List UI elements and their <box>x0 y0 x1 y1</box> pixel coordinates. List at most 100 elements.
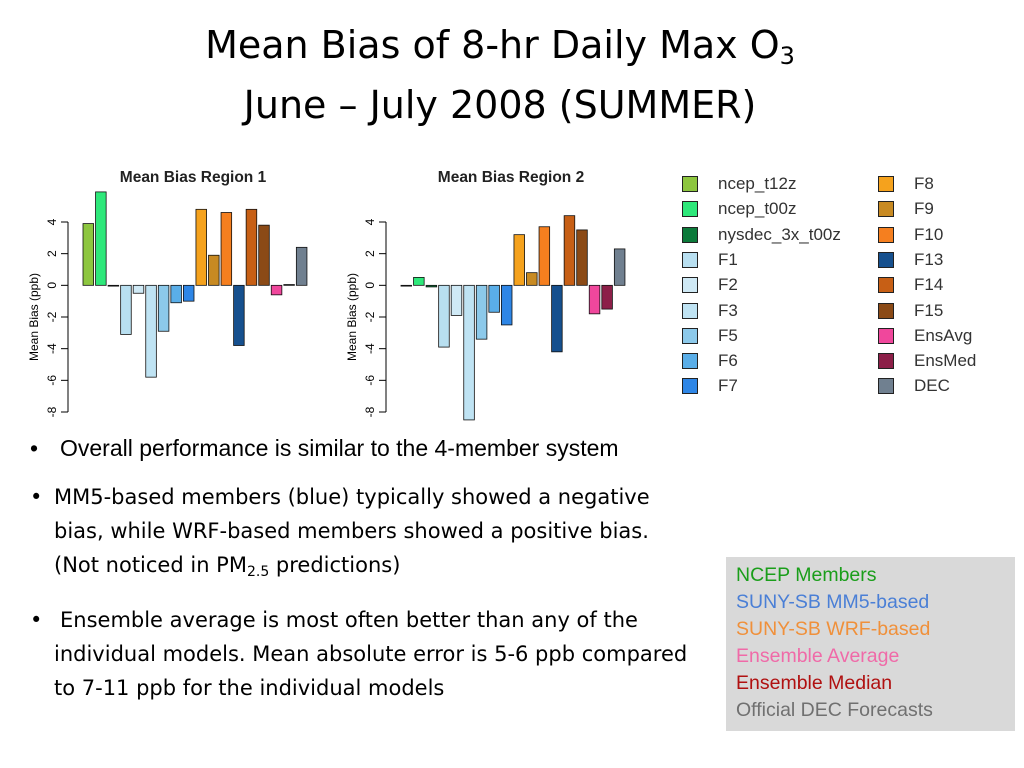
bar-f10 <box>538 226 551 286</box>
y-tick-label: -4 <box>363 343 377 354</box>
chart-title: Mean Bias Region 1 <box>120 169 267 186</box>
legend-swatch <box>878 327 894 344</box>
bar-f6 <box>488 284 500 313</box>
bar-f1 <box>120 284 132 335</box>
bar-f8 <box>195 208 207 286</box>
bullet-subscript: 2.5 <box>246 564 270 580</box>
legend-label: F13 <box>914 249 944 269</box>
bar-dec <box>613 248 626 286</box>
legend-item-dec: DEC <box>878 375 950 397</box>
bullet-item: • Overall performance is similar to the … <box>30 430 700 466</box>
legend-swatch <box>682 277 698 294</box>
legend-swatch <box>878 226 894 243</box>
y-tick-label: -2 <box>45 311 59 322</box>
legend-swatch <box>878 378 894 395</box>
bar-f15 <box>576 229 588 286</box>
y-tick-label: 0 <box>45 282 59 289</box>
legend-item-f8: F8 <box>878 173 934 195</box>
legend-item-nysdec_3x_t00z: nysdec_3x_t00z <box>682 224 841 246</box>
legend-label: F14 <box>914 275 944 295</box>
bar-f5 <box>157 284 170 332</box>
bar-ncep_t12z <box>400 284 413 287</box>
legend-item-f15: F15 <box>878 300 943 322</box>
region1-bar-chart: Mean Bias Region 1 -8 -6 -4 -2 0 2 4 Mean Bias (… <box>27 169 308 417</box>
bar-f3 <box>463 284 475 421</box>
legend-item-ensmed: EnsMed <box>878 350 976 372</box>
y-tick-label: 2 <box>363 250 377 257</box>
bar-ensmed <box>283 284 295 286</box>
y-tick-label: 4 <box>363 218 377 225</box>
key-ensemble-average: Ensemble Average <box>736 645 900 667</box>
legend-item-f6: F6 <box>682 350 738 372</box>
legend-label: F2 <box>718 275 738 295</box>
bar-f9 <box>208 254 220 286</box>
bar-f13 <box>551 284 563 353</box>
legend-label: F10 <box>914 224 944 244</box>
legend-item-f5: F5 <box>682 325 738 347</box>
bar-f3 <box>145 284 157 378</box>
bar-f6 <box>170 284 182 304</box>
legend-label: EnsAvg <box>914 325 973 345</box>
bullet-text: Overall performance is similar to the 4-… <box>60 435 619 461</box>
legend-label: ncep_t12z <box>718 174 797 193</box>
y-axis-label: Mean Bias (ppb) <box>27 273 41 361</box>
slide-title-line2: June – July 2008 (SUMMER) <box>243 83 757 127</box>
legend-label: F1 <box>718 249 738 269</box>
key-wrf-members: SUNY-SB WRF-based <box>736 618 931 640</box>
legend-item-f1: F1 <box>682 249 738 271</box>
bar-f5 <box>475 284 488 340</box>
legend-label: nysdec_3x_t00z <box>718 224 841 244</box>
bar-ncep_t00z <box>95 191 107 286</box>
bar-f2 <box>450 284 463 316</box>
legend-item-f7: F7 <box>682 375 738 397</box>
bullet-text-end: predictions) <box>269 553 401 577</box>
legend-swatch <box>682 302 698 319</box>
legend-label: ncep_t00z <box>718 199 797 219</box>
legend-label: EnsMed <box>914 351 977 371</box>
bar-f14 <box>245 208 258 286</box>
y-tick-label: -2 <box>363 311 377 322</box>
bar-f7 <box>182 284 195 302</box>
key-dec-forecasts: Official DEC Forecasts <box>736 699 933 721</box>
chart-title: Mean Bias Region 2 <box>438 169 584 186</box>
key-ncep-members: NCEP Members <box>736 564 877 586</box>
legend-item-f3: F3 <box>682 300 738 322</box>
bullet-list: • Overall performance is similar to the … <box>30 430 700 719</box>
region2-bar-chart: Mean Bias Region 2 -8 -6 -4 -2 0 2 4 Mean Bias (… <box>345 169 626 421</box>
legend-label: F8 <box>914 174 934 193</box>
bullet-text: Ensemble average is most often better th… <box>54 608 688 700</box>
y-tick-label: 0 <box>363 282 377 289</box>
bar-nysdec_3x_t00z <box>425 284 438 288</box>
y-tick-label: -6 <box>45 375 59 386</box>
legend-swatch <box>878 277 894 294</box>
y-tick-label: 2 <box>45 250 59 257</box>
bar-ncep_t00z <box>413 277 425 286</box>
bullet-item: • Ensemble average is most often better … <box>30 603 700 705</box>
legend-swatch <box>682 327 698 344</box>
chart-legend: ncep_t12z ncep_t00z nysdec_3x_t00z F1 F2 F3 F5… <box>676 170 1006 400</box>
legend-swatch <box>878 176 894 192</box>
legend-swatch <box>682 378 698 395</box>
member-group-key: NCEP Members SUNY-SB MM5-based SUNY-SB W… <box>726 557 1015 731</box>
legend-label: F9 <box>914 199 934 219</box>
legend-label: F6 <box>718 351 738 371</box>
bar-f14 <box>563 215 576 286</box>
y-tick-label: -8 <box>363 406 377 417</box>
legend-item-ncep_t00z: ncep_t00z <box>682 198 796 220</box>
legend-label: F5 <box>718 325 738 345</box>
bullet-dot: • <box>30 608 43 632</box>
bullet-dot: • <box>30 485 43 509</box>
key-ensemble-median: Ensemble Median <box>736 672 893 694</box>
title-subscript: 3 <box>779 42 795 70</box>
legend-item-f14: F14 <box>878 274 943 296</box>
slide-title-line1: Mean Bias of 8-hr Daily Max O3 <box>0 22 1000 79</box>
bar-dec <box>295 246 308 286</box>
legend-swatch <box>878 201 894 218</box>
legend-label: F3 <box>718 300 738 320</box>
legend-label: DEC <box>914 376 950 396</box>
legend-label: F7 <box>718 376 738 396</box>
title-text: Mean Bias of 8-hr Daily Max O <box>205 23 780 67</box>
y-tick-label: -4 <box>45 343 59 354</box>
y-axis-label: Mean Bias (ppb) <box>345 273 359 361</box>
bar-f9 <box>526 272 538 286</box>
